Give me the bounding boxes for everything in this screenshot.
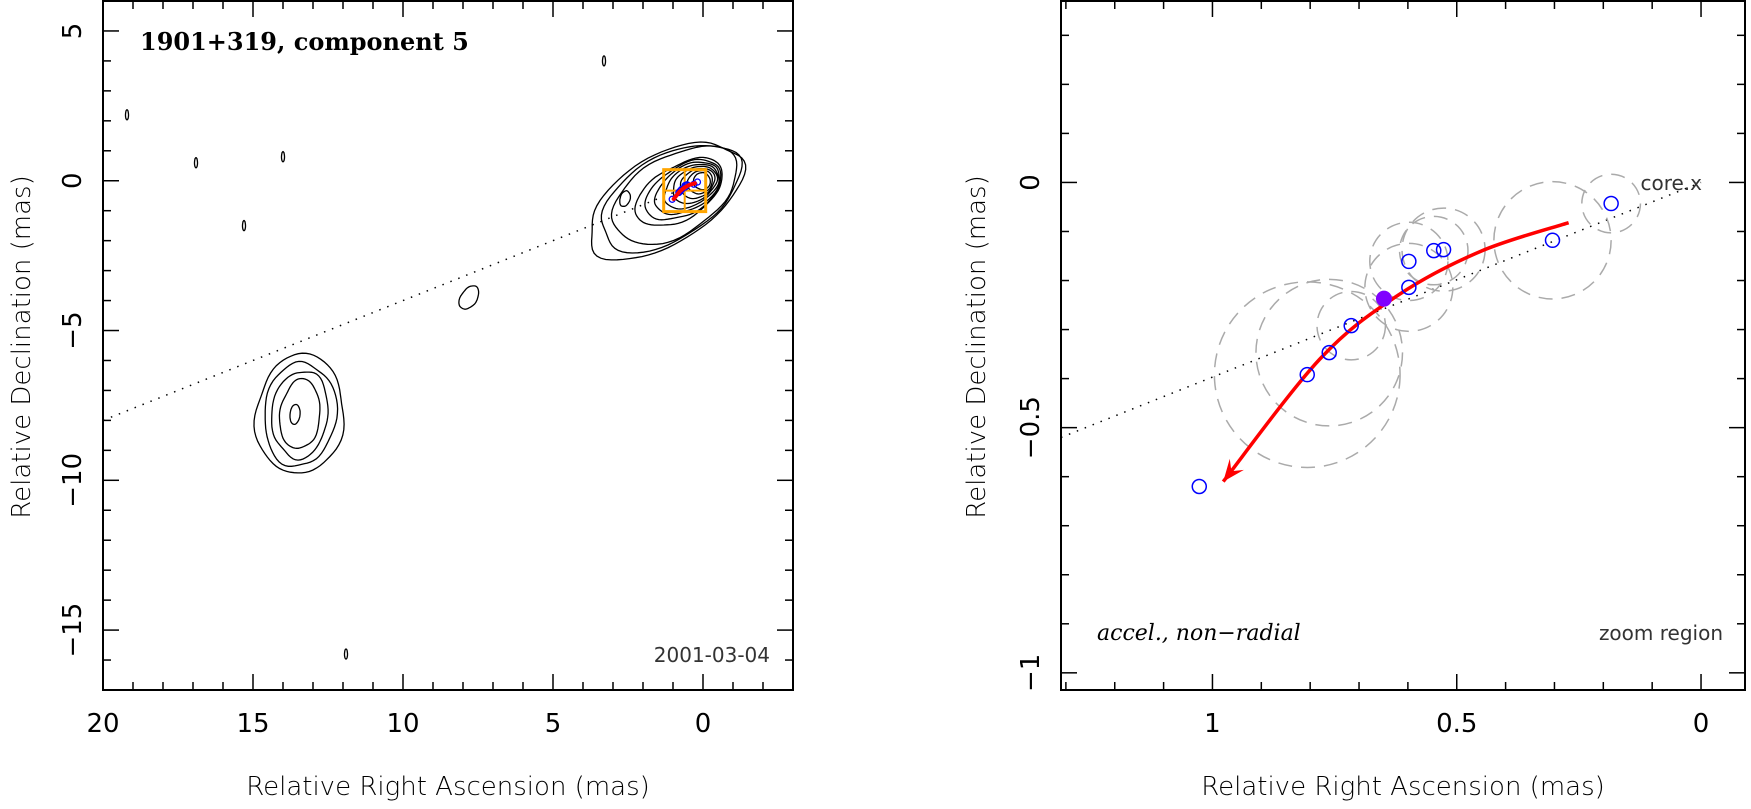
plot-frame — [1060, 0, 1746, 691]
axis-ticks — [1061, 1, 1745, 690]
x-tick-label: 10 — [386, 709, 419, 739]
error-circle — [1213, 281, 1401, 469]
contour-line — [600, 144, 743, 254]
y-axis-label: Relative Declination (mas) — [962, 175, 992, 518]
contour-line — [253, 352, 345, 474]
y-tick-label: −5 — [58, 311, 88, 349]
component-marker — [1343, 317, 1359, 334]
contour-line — [289, 403, 301, 426]
y-tick-label: 5 — [58, 23, 88, 40]
x-axis-label: Relative Right Ascension (mas) — [246, 772, 650, 802]
error-circle — [1364, 242, 1454, 333]
contour-speck — [193, 157, 199, 169]
x-tick-labels: 1 0.5 0 — [1204, 709, 1709, 739]
jet-axis-line — [102, 180, 704, 422]
contour-line — [278, 377, 321, 449]
x-tick-label: 0 — [1693, 709, 1710, 739]
contour-line — [458, 285, 480, 310]
error-circle — [1369, 221, 1449, 302]
component-marker — [1435, 241, 1452, 258]
x-axis-label: Relative Right Ascension (mas) — [1201, 772, 1605, 802]
contour-speck — [241, 219, 247, 232]
reference-epoch-marker — [1375, 290, 1392, 307]
error-circle — [1493, 180, 1612, 300]
x-tick-label: 0 — [695, 709, 712, 739]
epoch-label: 2001-03-04 — [654, 643, 770, 667]
contour-line — [634, 156, 723, 226]
contour-line — [663, 163, 720, 210]
zoom-region-label: zoom region — [1599, 621, 1723, 645]
contour-line — [610, 145, 738, 246]
trajectory-mini — [671, 181, 697, 201]
y-tick-label: −15 — [58, 603, 88, 658]
component-marker — [1544, 232, 1561, 249]
contour-line — [644, 158, 722, 221]
component-marker — [1191, 478, 1208, 495]
x-tick-label: 20 — [86, 709, 119, 739]
component-marker — [1401, 279, 1417, 296]
y-axis-label: Relative Declination (mas) — [7, 175, 37, 518]
x-tick-label: 1 — [1204, 709, 1221, 739]
kinematics-label: accel., non−radial — [1097, 621, 1301, 646]
plot-frame — [102, 0, 794, 691]
y-tick-labels: 0 −0.5 −1 — [1016, 174, 1046, 692]
component-marker — [1603, 195, 1619, 212]
contour-map — [124, 55, 747, 660]
contour-line — [590, 141, 747, 261]
right-panel: 1 0.5 0 0−0.5−1 core.x accel., non−radial … — [962, 0, 1746, 802]
y-tick-label: −1 — [1016, 654, 1046, 692]
error-circle — [1581, 173, 1642, 234]
contour-speck — [601, 55, 607, 67]
contour-line — [264, 360, 339, 467]
component-marker — [1401, 253, 1417, 270]
component-marker — [1426, 242, 1442, 259]
component-points — [1191, 195, 1619, 495]
x-tick-labels: 20 15 10 5 0 — [86, 709, 711, 739]
component-marker — [1321, 344, 1337, 361]
component-marker — [1299, 366, 1315, 383]
left-panel: 20 15 10 5 0 5 0 −5 −10 −15 1901+319, component … — [7, 0, 794, 802]
arrowhead — [1223, 458, 1244, 482]
contour-line — [653, 161, 721, 216]
x-tick-label: 0.5 — [1436, 709, 1477, 739]
error-circle — [1255, 278, 1404, 427]
y-tick-label: −10 — [58, 453, 88, 508]
contour-speck — [124, 109, 130, 121]
zoom-region-overlay — [668, 178, 702, 203]
contour-line — [692, 171, 711, 191]
contour-line — [619, 190, 632, 207]
error-circle — [1398, 215, 1469, 286]
y-tick-label: 0 — [1016, 174, 1046, 191]
core-label: core.x — [1640, 171, 1702, 195]
axis-ticks — [102, 0, 794, 691]
contour-line — [271, 371, 329, 461]
contour-speck — [343, 648, 349, 660]
x-tick-label: 15 — [236, 709, 269, 739]
contour-speck — [280, 150, 286, 163]
y-tick-labels: 5 0 −5 −10 −15 — [58, 23, 88, 658]
error-circles — [1213, 173, 1642, 469]
x-tick-label: 5 — [545, 709, 562, 739]
plot-title: 1901+319, component 5 — [140, 27, 469, 56]
y-tick-label: 0 — [58, 172, 88, 189]
y-tick-label: −0.5 — [1016, 396, 1046, 459]
